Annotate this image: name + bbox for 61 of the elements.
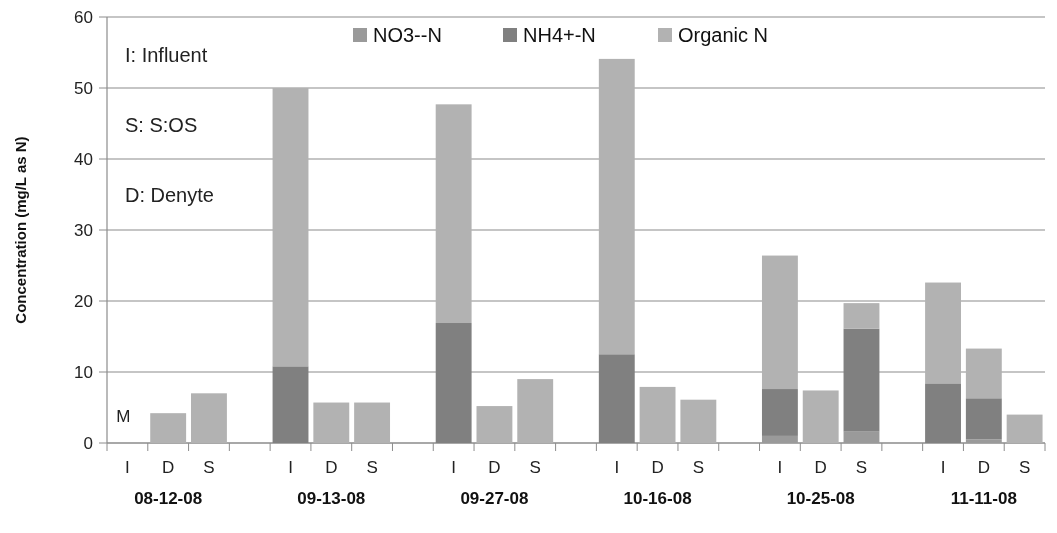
bar	[965, 398, 1002, 440]
x-tick-label: S	[203, 458, 215, 477]
bar	[639, 386, 676, 443]
text: 09-13-08	[297, 489, 366, 508]
bar	[272, 88, 309, 367]
x-tick-label: D	[488, 458, 501, 477]
text: 09-27-08	[460, 489, 529, 508]
bar	[843, 431, 880, 443]
text: 08-12-08	[134, 489, 203, 508]
x-tick-label: S	[855, 458, 868, 477]
y-tick-label: 20	[74, 291, 93, 311]
bar	[1006, 414, 1043, 443]
bar	[965, 439, 1002, 443]
bar	[313, 402, 350, 443]
legend-label: Organic N	[678, 24, 769, 46]
bar	[761, 389, 798, 436]
bar	[761, 435, 798, 443]
bar	[680, 399, 717, 443]
bar	[925, 282, 961, 384]
annotation: I: Influent	[125, 44, 208, 66]
bar	[191, 393, 227, 443]
bar	[435, 104, 472, 324]
x-tick-label: D	[651, 458, 664, 477]
x-tick-label: D	[814, 458, 827, 477]
annotation: D: Denyte	[125, 184, 214, 206]
bar	[802, 390, 839, 443]
x-tick-label: D	[162, 458, 175, 477]
x-tick-label: I	[125, 458, 130, 477]
bar	[761, 255, 798, 390]
x-tick-label: I	[451, 458, 457, 477]
y-tick-label: 30	[74, 220, 93, 240]
legend-label: NO3--N	[373, 24, 442, 46]
x-tick-label: S	[366, 458, 378, 477]
y-tick-label: 0	[83, 433, 93, 453]
x-tick-label: S	[1018, 458, 1031, 477]
legend-label: NH4+-N	[523, 24, 596, 46]
bar	[517, 379, 554, 443]
bar	[843, 303, 880, 329]
x-tick-label: D	[325, 458, 338, 477]
text: 11-11-08	[950, 489, 1017, 508]
x-tick-label: D	[977, 458, 990, 477]
annotation: S: S:OS	[125, 114, 198, 136]
bar	[150, 413, 187, 443]
bar	[476, 406, 513, 443]
text: 10-25-08	[786, 489, 855, 508]
x-tick-label: I	[288, 458, 293, 477]
y-tick-label: 40	[74, 149, 93, 169]
bar	[598, 58, 635, 355]
y-tick-label: 50	[74, 78, 93, 98]
x-tick-label: I	[777, 458, 783, 477]
x-tick-label: S	[529, 458, 541, 477]
text: 10-16-08	[623, 489, 692, 508]
bar	[354, 402, 391, 443]
bar	[965, 348, 1002, 399]
annotation: M	[116, 406, 131, 426]
x-tick-label: I	[614, 458, 620, 477]
y-tick-label: 10	[74, 362, 93, 382]
x-tick-label: S	[692, 458, 705, 477]
y-tick-label: 60	[74, 7, 93, 27]
y-axis-title: Concentration (mg/L as N)	[12, 136, 29, 324]
x-tick-label: I	[940, 458, 946, 477]
